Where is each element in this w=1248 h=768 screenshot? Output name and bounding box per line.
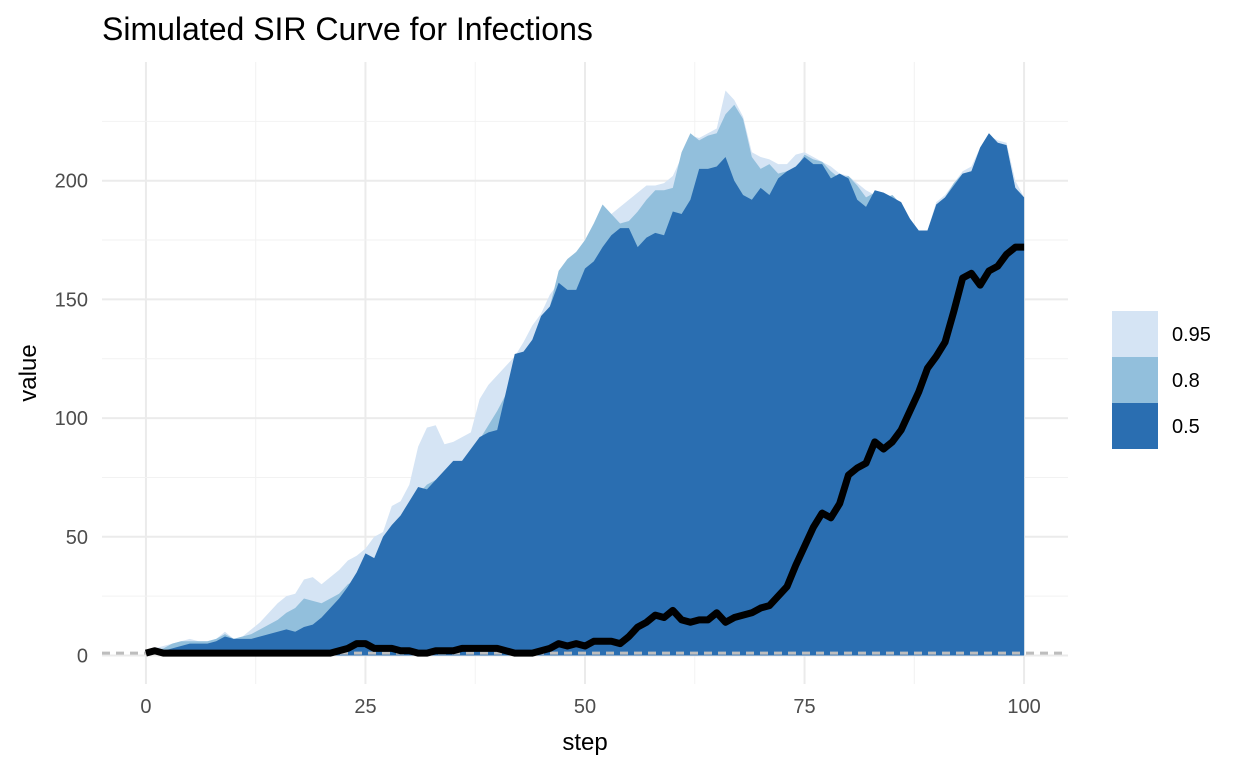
y-axis-title: value bbox=[15, 344, 42, 401]
x-tick-label: 50 bbox=[574, 696, 596, 718]
legend-label: 0.95 bbox=[1172, 324, 1211, 346]
confidence-bands bbox=[145, 90, 1025, 656]
y-tick-label: 0 bbox=[77, 646, 88, 668]
legend-label: 0.8 bbox=[1172, 370, 1200, 392]
x-axis-title: step bbox=[562, 729, 607, 756]
x-tick-label: 25 bbox=[354, 696, 376, 718]
y-tick-label: 100 bbox=[55, 408, 88, 430]
chart-title: Simulated SIR Curve for Infections bbox=[102, 11, 593, 47]
legend-key-0-95 bbox=[1112, 311, 1158, 357]
legend-key-0-5 bbox=[1112, 403, 1158, 449]
x-axis-ticks: 0 25 50 75 100 bbox=[140, 696, 1040, 718]
y-axis-ticks: 0 50 100 150 200 bbox=[55, 171, 88, 668]
observed-line-group bbox=[144, 243, 1025, 657]
y-tick-label: 150 bbox=[55, 289, 88, 311]
y-tick-label: 200 bbox=[55, 171, 88, 193]
x-tick-label: 100 bbox=[1007, 696, 1040, 718]
legend: 0.95 0.8 0.5 bbox=[1112, 311, 1211, 449]
observed-line bbox=[144, 243, 1025, 657]
band-0-5 bbox=[145, 133, 1025, 656]
x-tick-label: 0 bbox=[140, 696, 151, 718]
y-tick-label: 50 bbox=[66, 527, 88, 549]
legend-label: 0.5 bbox=[1172, 416, 1200, 438]
legend-key-0-8 bbox=[1112, 357, 1158, 403]
x-tick-label: 75 bbox=[793, 696, 815, 718]
